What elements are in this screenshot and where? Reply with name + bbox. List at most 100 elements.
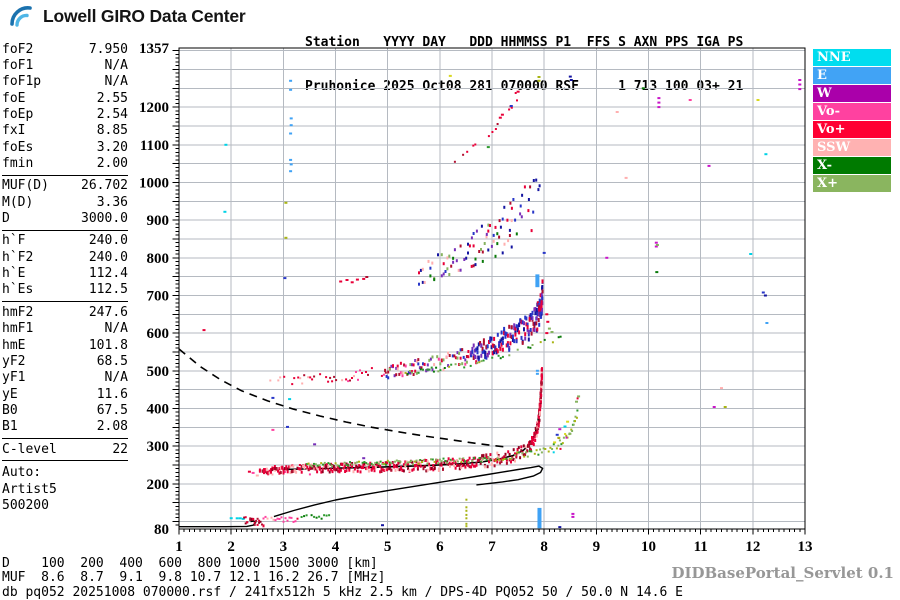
- parameter-value: 3000.0: [81, 211, 128, 227]
- parameter-row: foEs 3.20: [2, 139, 128, 155]
- parameter-value: 67.5: [96, 402, 128, 418]
- parameter-row: foF2 7.950: [2, 41, 128, 57]
- autoscaling-line: Auto:: [2, 465, 42, 481]
- parameter-label: yF1: [2, 370, 26, 386]
- parameter-row: fmin 2.00: [2, 155, 128, 171]
- svg-text:1000: 1000: [139, 175, 169, 191]
- legend-item-nne: NNE: [813, 49, 891, 66]
- svg-text:900: 900: [147, 213, 170, 229]
- parameter-value: 112.4: [88, 266, 128, 282]
- parameter-value: 3.36: [96, 194, 128, 210]
- autoscaling-block: Auto: Artist5 500200: [2, 460, 128, 514]
- parameter-label: hmE: [2, 337, 26, 353]
- parameter-label: yF2: [2, 353, 26, 369]
- svg-text:7: 7: [488, 539, 496, 555]
- parameter-label: D: [2, 211, 10, 227]
- parameter-value: 26.702: [81, 178, 128, 194]
- parameter-row: hmF2 247.6: [2, 304, 128, 320]
- autoscaling-line: 500200: [2, 497, 49, 513]
- parameter-row: h`E 112.4: [2, 265, 128, 281]
- echo-direction-legend: NNE E W Vo- Vo+ SSW X- X+: [813, 49, 891, 193]
- station-header: Station YYYY DAY DDD HHMMSS P1 FFS S AXN…: [305, 7, 743, 109]
- distance-row: D 100 200 400 600 800 1000 1500 3000 [km…: [2, 556, 378, 571]
- svg-text:13: 13: [798, 539, 813, 555]
- parameter-value: N/A: [104, 58, 128, 74]
- parameter-row: yE 11.6: [2, 386, 128, 402]
- parameter-group: C-level 22: [2, 437, 128, 460]
- svg-text:500: 500: [147, 364, 170, 380]
- parameter-value: 112.5: [88, 282, 128, 298]
- svg-text:200: 200: [147, 477, 170, 493]
- legend-item-vo+: Vo+: [813, 121, 891, 138]
- svg-text:8: 8: [540, 539, 548, 555]
- legend-item-vo-: Vo-: [813, 103, 891, 120]
- watermark: DIDBasePortal_Servlet 0.1: [671, 564, 894, 582]
- parameter-value: 8.85: [96, 123, 128, 139]
- parameter-label: fmin: [2, 156, 34, 172]
- parameter-label: foF2: [2, 41, 34, 57]
- parameter-label: MUF(D): [2, 178, 49, 194]
- status-line: db pq052 20251008 070000.rsf / 241fx512h…: [2, 585, 683, 600]
- parameter-label: foF1p: [2, 74, 42, 90]
- parameter-label: C-level: [2, 441, 57, 457]
- svg-text:12: 12: [745, 539, 760, 555]
- parameter-value: 101.8: [88, 337, 128, 353]
- parameter-row: foF1 N/A: [2, 57, 128, 73]
- parameter-row: B0 67.5: [2, 402, 128, 418]
- parameter-label: h`Es: [2, 282, 34, 298]
- parameter-value: 7.950: [88, 41, 128, 57]
- svg-text:80: 80: [154, 522, 169, 538]
- parameter-value: 240.0: [88, 233, 128, 249]
- parameter-value: 247.6: [88, 304, 128, 320]
- svg-text:2: 2: [227, 539, 235, 555]
- parameter-row: yF2 68.5: [2, 353, 128, 369]
- parameter-row: hmE 101.8: [2, 337, 128, 353]
- svg-text:11: 11: [694, 539, 708, 555]
- parameter-label: hmF2: [2, 304, 34, 320]
- giro-wave-icon: [10, 6, 32, 27]
- parameter-label: M(D): [2, 194, 34, 210]
- parameter-row: M(D) 3.36: [2, 194, 128, 210]
- parameter-row: h`Es 112.5: [2, 282, 128, 298]
- legend-item-x+: X+: [813, 175, 891, 192]
- parameter-value: 240.0: [88, 249, 128, 265]
- station-header-line1: Station YYYY DAY DDD HHMMSS P1 FFS S AXN…: [305, 35, 744, 50]
- svg-text:600: 600: [147, 326, 170, 342]
- autoscaling-line: Artist5: [2, 481, 57, 497]
- station-header-line2: Pruhonice 2025 Oct08 281 070000 RSF 1 71…: [305, 78, 744, 94]
- parameter-row: h`F2 240.0: [2, 249, 128, 265]
- svg-text:6: 6: [436, 539, 444, 555]
- parameter-value: 2.08: [96, 419, 128, 435]
- svg-text:10: 10: [641, 539, 656, 555]
- parameter-row: MUF(D) 26.702: [2, 178, 128, 194]
- svg-text:1100: 1100: [140, 138, 169, 154]
- parameter-label: hmF1: [2, 321, 34, 337]
- parameter-label: h`F2: [2, 249, 34, 265]
- parameter-label: yE: [2, 386, 18, 402]
- logo-text: Lowell GIRO Data Center: [43, 5, 246, 26]
- parameter-row: foE 2.55: [2, 90, 128, 106]
- svg-text:1200: 1200: [139, 100, 169, 116]
- parameter-row: D 3000.0: [2, 210, 128, 226]
- parameter-value: 22: [112, 441, 128, 457]
- svg-text:700: 700: [147, 288, 170, 304]
- parameter-value: N/A: [104, 74, 128, 90]
- parameter-label: foF1: [2, 58, 34, 74]
- parameter-row: B1 2.08: [2, 419, 128, 435]
- legend-item-x-: X-: [813, 157, 891, 174]
- parameter-row: yF1 N/A: [2, 370, 128, 386]
- parameter-label: foEp: [2, 107, 34, 123]
- muf-row: MUF 8.6 8.7 9.1 9.8 10.7 12.1 16.2 26.7 …: [2, 570, 386, 585]
- parameter-value: 2.54: [96, 107, 128, 123]
- parameter-row: foF1p N/A: [2, 74, 128, 90]
- svg-text:4: 4: [332, 539, 340, 555]
- parameter-label: B0: [2, 402, 18, 418]
- parameter-value: 11.6: [96, 386, 128, 402]
- parameter-value: 2.00: [96, 156, 128, 172]
- parameter-label: foE: [2, 90, 26, 106]
- parameter-value: N/A: [104, 321, 128, 337]
- parameter-group: foF2 7.950 foF1 N/A foF1p N/A foE 2.55 foEp 2.54 f…: [2, 39, 128, 175]
- svg-text:800: 800: [147, 251, 170, 267]
- parameter-group: h`F 240.0 h`F2 240.0 h`E 112.4 h`Es 112.5: [2, 229, 128, 301]
- svg-text:400: 400: [147, 401, 170, 417]
